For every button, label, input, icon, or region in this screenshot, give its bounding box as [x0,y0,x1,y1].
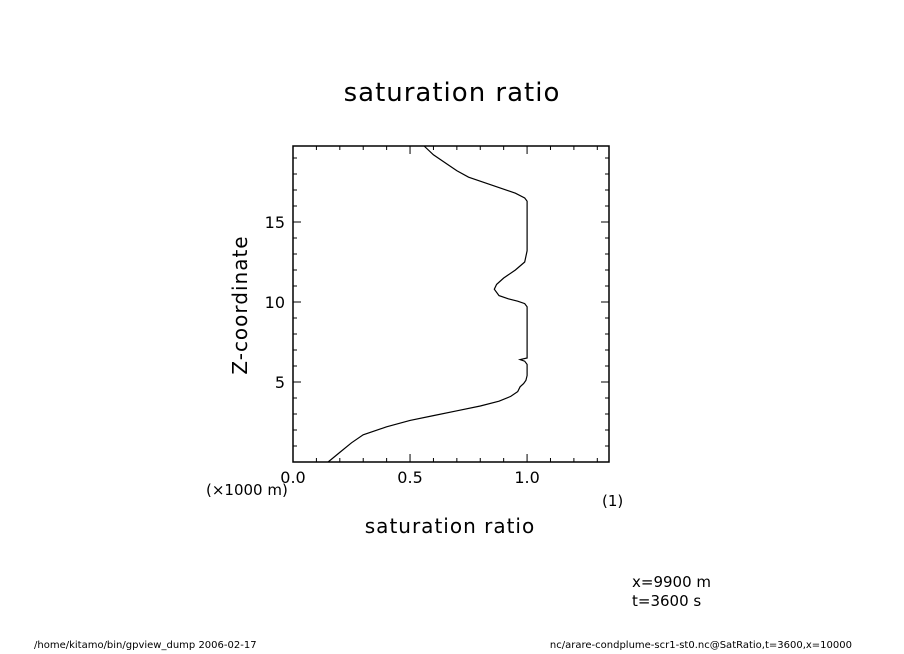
y-axis-unit: (×1000 m) [206,481,288,499]
y-axis-label: Z-coordinate [228,235,252,375]
y-tick-label: 10 [265,293,285,312]
tick-labels: 0.0 0.5 1.0 5 10 15 [265,213,540,487]
x-tick-label: 1.0 [514,468,539,487]
x-axis-unit: (1) [602,492,624,510]
footer-right: nc/arare-condplume-scr1-st0.nc@SatRatio,… [549,640,852,651]
x-tick-label: 0.0 [280,468,305,487]
chart-title: saturation ratio [343,78,561,108]
time-annotation: t=3600 s [632,592,702,610]
x-position-annotation: x=9900 m [632,573,711,591]
axis-ticks [292,146,609,462]
series-line-saturation-ratio [327,145,528,463]
y-tick-label: 5 [275,373,285,392]
x-axis-label: saturation ratio [364,514,536,538]
plot-frame [292,145,610,463]
x-tick-label: 0.5 [397,468,422,487]
footer-left: /home/kitamo/bin/gpview_dump 2006-02-17 [34,640,257,651]
y-tick-label: 15 [265,213,285,232]
